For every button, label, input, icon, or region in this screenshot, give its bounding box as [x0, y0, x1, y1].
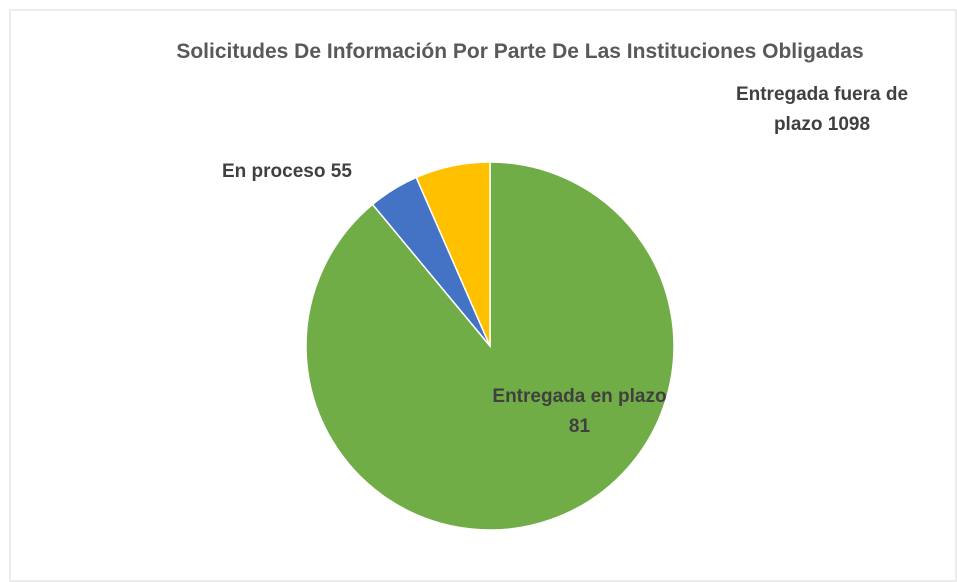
- label-category: Entregada en plazo: [492, 386, 667, 407]
- label-value: 55: [330, 161, 352, 182]
- data-label: Entregada fuera de plazo 1098: [732, 80, 912, 140]
- label-category: Entregada fuera de plazo: [735, 84, 909, 135]
- label-category: En proceso: [222, 161, 326, 182]
- label-value: 81: [568, 416, 591, 437]
- chart-title: Solicitudes De Información Por Parte De …: [176, 40, 864, 63]
- label-value: 1098: [827, 114, 871, 135]
- data-label: Entregada en plazo 81: [492, 382, 667, 442]
- pie-slice: [415, 161, 491, 347]
- data-label: En proceso 55: [222, 157, 422, 187]
- pie: [305, 161, 675, 531]
